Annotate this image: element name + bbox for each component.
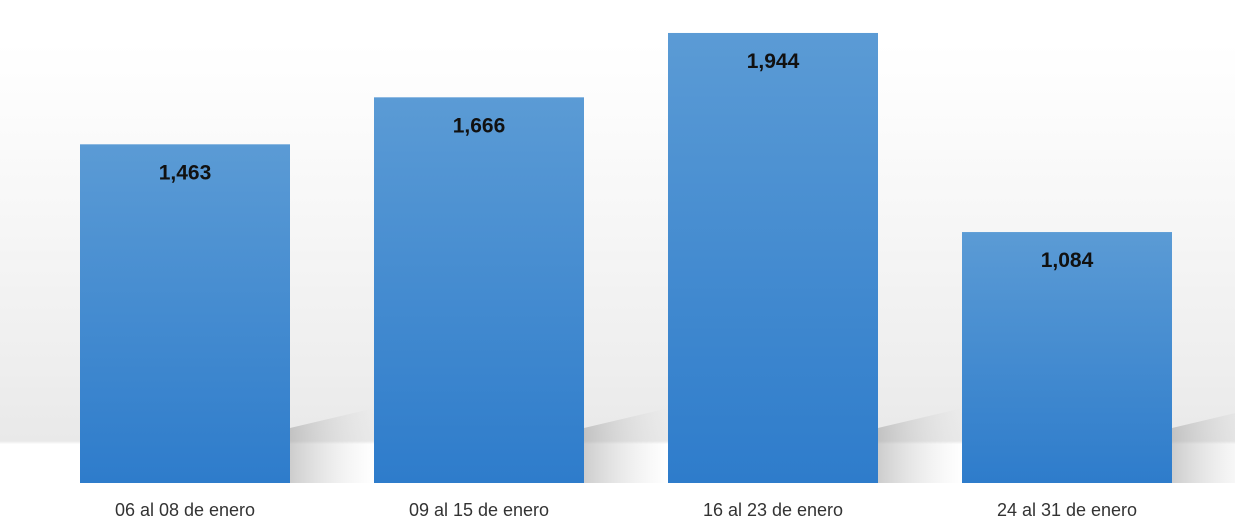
category-tick-label: 06 al 08 de enero: [115, 500, 255, 520]
bar: [374, 97, 584, 484]
bar-value-label: 1,944: [747, 50, 800, 73]
bar-value-label: 1,666: [453, 114, 506, 137]
bar-shadow: [584, 408, 669, 483]
category-axis: 06 al 08 de enero 09 al 15 de enero 16 al …: [115, 500, 1137, 520]
bar-value-label: 1,084: [1041, 249, 1094, 272]
bars: [80, 32, 1172, 484]
bar: [962, 232, 1172, 483]
bar-shadows: [290, 408, 1235, 483]
category-tick-label: 16 al 23 de enero: [703, 500, 843, 520]
bar-shadow: [878, 408, 963, 483]
value-labels: 1,463 1,666 1,944 1,084: [159, 50, 1094, 272]
bar-shadow: [290, 408, 375, 483]
bar-value-label: 1,463: [159, 161, 212, 184]
bar: [80, 144, 290, 484]
bar: [668, 32, 878, 484]
bar-shadow: [1172, 413, 1235, 483]
category-tick-label: 24 al 31 de enero: [997, 500, 1137, 520]
category-tick-label: 09 al 15 de enero: [409, 500, 549, 520]
